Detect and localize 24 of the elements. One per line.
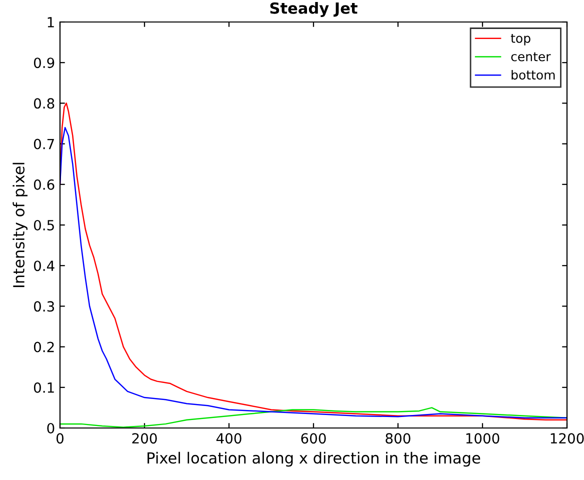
legend-label: top (510, 34, 530, 46)
x-tick-label: 1200 (550, 433, 584, 444)
y-tick-label: 0.8 (34, 98, 54, 109)
legend-label: center (511, 52, 551, 62)
x-tick-label: 400 (216, 433, 242, 444)
x-tick-label: 200 (132, 433, 157, 444)
y-tick-label: 1 (48, 17, 54, 28)
x-axis-title: Pixel location along x direction in the image (148, 452, 480, 467)
x-tick-label: 600 (301, 433, 326, 444)
y-axis-title: Intensity of pixel (12, 162, 28, 288)
y-tick-label: 0.1 (34, 382, 54, 393)
y-tick-label: 0.2 (34, 342, 54, 352)
legend-label: bottom (512, 70, 555, 80)
y-tick-label: 0.9 (34, 58, 54, 68)
y-tick-label: 0.7 (34, 138, 54, 150)
y-tick-label: 0.5 (34, 220, 54, 230)
y-tick-label: 0.4 (34, 260, 54, 272)
chart-title: Steady Jet (270, 2, 358, 17)
y-tick-label: 0.3 (34, 301, 54, 312)
x-tick-label: 0 (56, 433, 64, 444)
x-tick-label: 1000 (466, 433, 500, 444)
y-tick-label: 0 (47, 422, 54, 434)
x-tick-label: 800 (386, 433, 410, 444)
y-tick-label: 0.6 (34, 179, 54, 190)
